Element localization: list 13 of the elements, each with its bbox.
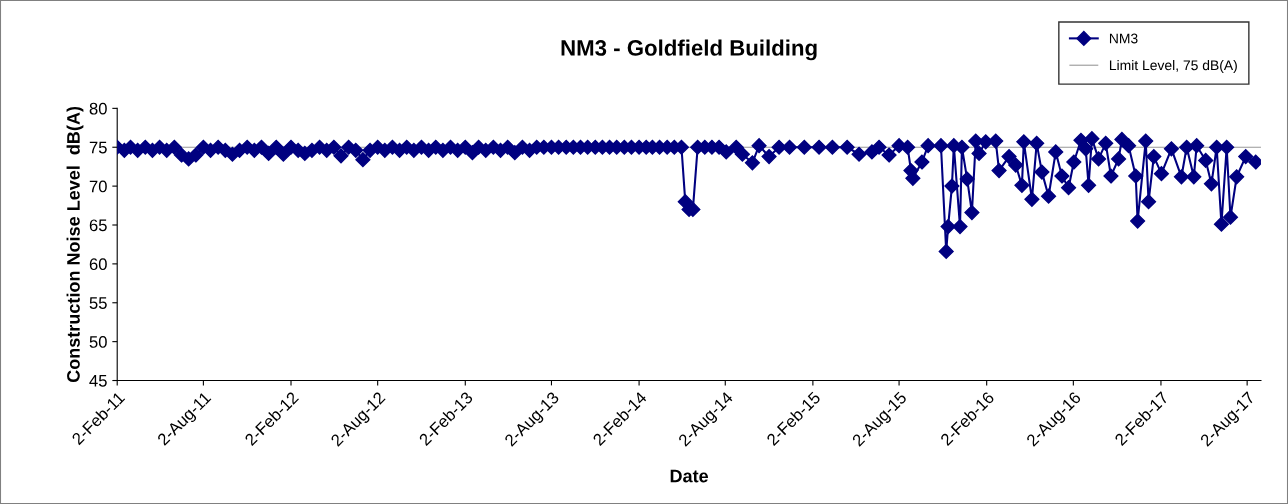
legend-label: Limit Level, 75 dB(A) [1109,60,1237,73]
chart-title: NM3 - Goldfield Building [561,39,817,61]
y-tick-label: 50 [89,336,107,348]
legend-label: NM3 [1109,33,1138,44]
y-tick-label: 55 [89,297,107,309]
y-axis-title: Construction Noise Level dB(A) [66,106,84,383]
y-tick-label: 60 [89,258,107,271]
y-tick-label: 70 [89,180,107,193]
x-axis-title: Date [670,469,709,483]
y-tick-label: 75 [89,141,107,154]
y-tick-label: 80 [89,102,107,115]
y-tick-label: 45 [89,375,107,387]
y-tick-label: 65 [89,219,107,232]
